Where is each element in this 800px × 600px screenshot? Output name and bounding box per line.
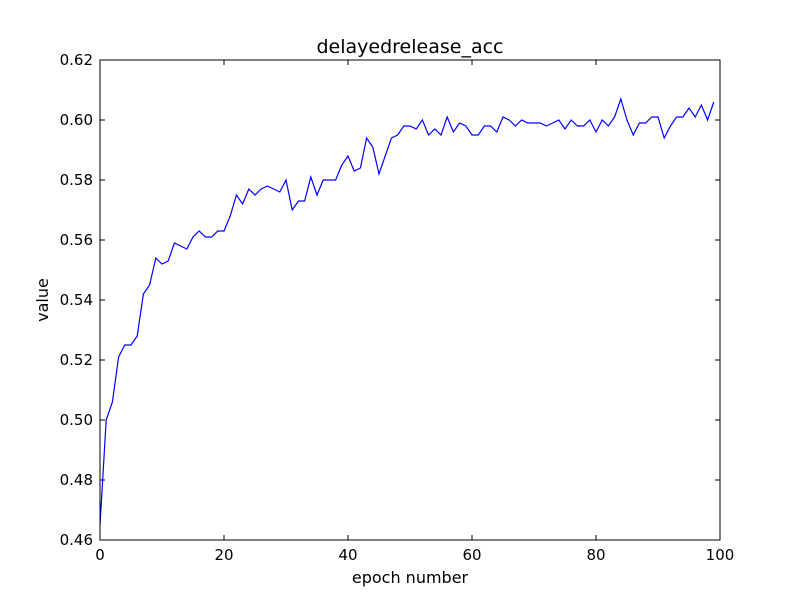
x-tick-label: 40 (338, 546, 357, 564)
x-tick-label: 20 (214, 546, 233, 564)
x-tick-label: 60 (462, 546, 481, 564)
x-axis-label: epoch number (352, 568, 469, 587)
y-tick-label: 0.48 (60, 471, 93, 489)
plot-frame (99, 59, 721, 541)
y-axis: 0.46 0.48 0.50 0.52 0.54 0.56 0.58 0.60 0.62 (60, 51, 720, 549)
y-tick-label: 0.50 (60, 411, 93, 429)
y-axis-label: value (33, 278, 52, 322)
y-tick-label: 0.54 (60, 291, 93, 309)
chart-title: delayedrelease_acc (317, 36, 504, 58)
y-tick-label: 0.46 (60, 531, 93, 549)
series-line (99, 97, 715, 526)
y-tick-label: 0.60 (60, 111, 93, 129)
x-tick-label: 100 (706, 546, 735, 564)
y-tick-label: 0.56 (60, 231, 93, 249)
x-tick-label: 0 (95, 546, 105, 564)
x-tick-label: 80 (586, 546, 605, 564)
x-axis: 0 20 40 60 80 100 (95, 60, 734, 564)
y-tick-label: 0.62 (60, 51, 93, 69)
y-tick-label: 0.58 (60, 171, 93, 189)
y-tick-label: 0.52 (60, 351, 93, 369)
